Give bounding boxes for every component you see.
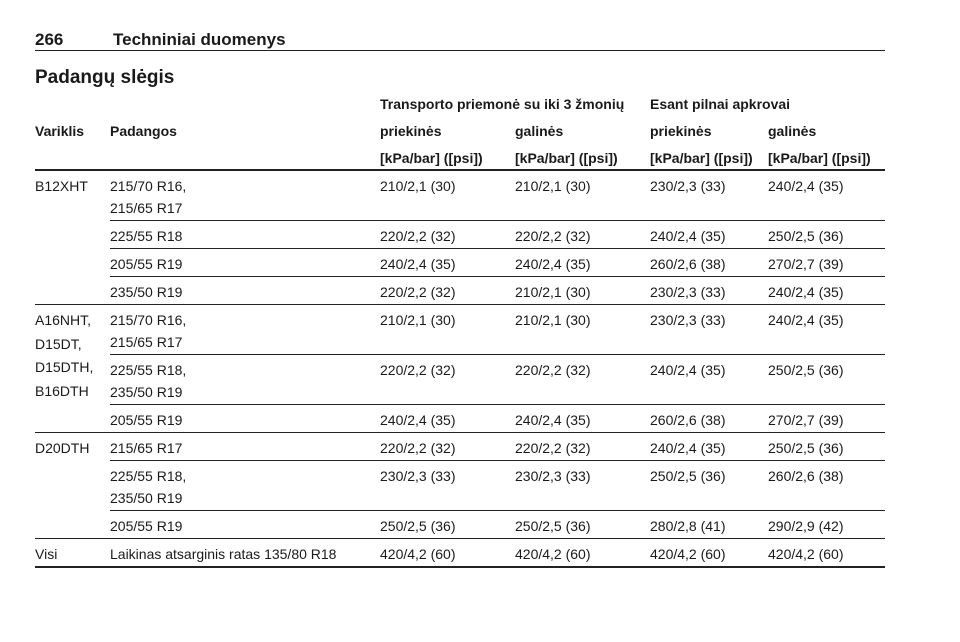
pressure: 290/2,9 (42) xyxy=(768,518,844,534)
tire-size: 215/70 R16, xyxy=(110,312,187,328)
rule xyxy=(110,220,885,221)
tire-size: Laikinas atsarginis ratas 135/80 R18 xyxy=(110,546,337,562)
rule xyxy=(110,354,885,355)
rule xyxy=(35,432,885,433)
column-header: Padangos xyxy=(110,123,177,139)
tire-size: 235/50 R19 xyxy=(110,490,183,506)
pressure: 220/2,2 (32) xyxy=(515,362,591,378)
pressure: 240/2,4 (35) xyxy=(515,256,591,272)
pressure: 230/2,3 (33) xyxy=(515,468,591,484)
tire-size: 215/65 R17 xyxy=(110,334,183,350)
rule xyxy=(110,404,885,405)
pressure: 230/2,3 (33) xyxy=(650,178,726,194)
pressure: 210/2,1 (30) xyxy=(380,178,456,194)
page-number: 266 xyxy=(35,30,64,49)
pressure: 420/4,2 (60) xyxy=(768,546,844,562)
pressure: 240/2,4 (35) xyxy=(768,284,844,300)
tire-size: 225/55 R18 xyxy=(110,228,183,244)
pressure: 250/2,5 (36) xyxy=(515,518,591,534)
pressure: 250/2,5 (36) xyxy=(768,362,844,378)
pressure: 240/2,4 (35) xyxy=(768,178,844,194)
rule xyxy=(35,169,885,171)
unit-header: [kPa/bar] ([psi]) xyxy=(768,150,871,166)
unit-header: [kPa/bar] ([psi]) xyxy=(515,150,618,166)
pressure: 420/4,2 (60) xyxy=(515,546,591,562)
unit-header: [kPa/bar] ([psi]) xyxy=(380,150,483,166)
pressure: 270/2,7 (39) xyxy=(768,412,844,428)
pressure: 210/2,1 (30) xyxy=(515,178,591,194)
pressure: 210/2,1 (30) xyxy=(515,284,591,300)
pressure: 420/4,2 (60) xyxy=(650,546,726,562)
pressure: 280/2,8 (41) xyxy=(650,518,726,534)
column-header: priekinės xyxy=(650,123,712,139)
pressure: 230/2,3 (33) xyxy=(650,312,726,328)
pressure: 220/2,2 (32) xyxy=(380,362,456,378)
rule xyxy=(35,50,885,51)
engine: B12XHT xyxy=(35,178,88,194)
rule xyxy=(110,276,885,277)
pressure: 240/2,4 (35) xyxy=(380,256,456,272)
pressure: 270/2,7 (39) xyxy=(768,256,844,272)
tire-size: 225/55 R18, xyxy=(110,468,187,484)
pressure: 260/2,6 (38) xyxy=(768,468,844,484)
pressure: 230/2,3 (33) xyxy=(380,468,456,484)
tire-size: 225/55 R18, xyxy=(110,362,187,378)
column-header: priekinės xyxy=(380,123,442,139)
tire-size: 215/65 R17 xyxy=(110,440,183,456)
tire-size: 215/65 R17 xyxy=(110,200,183,216)
pressure: 420/4,2 (60) xyxy=(380,546,456,562)
pressure: 220/2,2 (32) xyxy=(515,228,591,244)
engine: D15DT, xyxy=(35,335,82,352)
engine: D15DTH, xyxy=(35,359,94,375)
pressure: 240/2,4 (35) xyxy=(515,412,591,428)
pressure: 230/2,3 (33) xyxy=(650,284,726,300)
group-header: Esant pilnai apkrovai xyxy=(650,96,791,112)
engine: D20DTH xyxy=(35,440,90,456)
pressure: 210/2,1 (30) xyxy=(380,312,456,328)
tire-size: 205/55 R19 xyxy=(110,518,183,534)
pressure: 240/2,4 (35) xyxy=(650,440,726,456)
rule xyxy=(110,510,885,511)
pressure: 240/2,4 (35) xyxy=(650,228,726,244)
pressure: 250/2,5 (36) xyxy=(650,468,726,484)
column-header: galinės xyxy=(515,123,564,139)
header-title: Techniniai duomenys xyxy=(113,30,286,49)
pressure: 220/2,2 (32) xyxy=(515,440,591,456)
pressure: 240/2,4 (35) xyxy=(768,312,844,328)
unit-header: [kPa/bar] ([psi]) xyxy=(650,150,753,166)
engine: A16NHT, xyxy=(35,312,92,328)
column-header: galinės xyxy=(768,123,817,139)
tire-size: 205/55 R19 xyxy=(110,412,183,428)
pressure: 250/2,5 (36) xyxy=(768,228,844,244)
pressure: 240/2,4 (35) xyxy=(380,412,456,428)
engine: B16DTH xyxy=(35,382,89,399)
rule xyxy=(110,248,885,249)
rule xyxy=(35,304,885,305)
engine: Visi xyxy=(35,546,58,562)
pressure: 220/2,2 (32) xyxy=(380,284,456,300)
pressure: 210/2,1 (30) xyxy=(515,312,591,328)
tire-size: 205/55 R19 xyxy=(110,256,183,272)
tire-size: 215/70 R16, xyxy=(110,178,187,194)
column-header: Variklis xyxy=(35,123,85,139)
tire-size: 235/50 R19 xyxy=(110,284,183,300)
rule xyxy=(110,460,885,461)
pressure: 220/2,2 (32) xyxy=(380,440,456,456)
section-title: Padangų slėgis xyxy=(35,67,175,88)
pressure: 220/2,2 (32) xyxy=(380,228,456,244)
pressure: 240/2,4 (35) xyxy=(650,362,726,378)
tire-size: 235/50 R19 xyxy=(110,384,183,400)
pressure: 260/2,6 (38) xyxy=(650,256,726,272)
rule xyxy=(35,538,885,539)
group-header: Transporto priemonė su iki 3 žmonių xyxy=(380,96,625,112)
pressure: 260/2,6 (38) xyxy=(650,412,726,428)
pressure: 250/2,5 (36) xyxy=(768,440,844,456)
rule xyxy=(35,566,885,568)
pressure: 250/2,5 (36) xyxy=(380,518,456,534)
